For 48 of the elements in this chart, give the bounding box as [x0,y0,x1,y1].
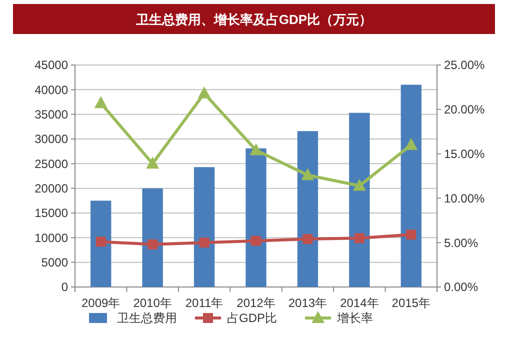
legend-label: 增长率 [336,311,373,326]
y-tick-label: 10000 [34,230,68,245]
point [199,238,210,248]
y-tick-label: 30000 [34,132,68,146]
chart-title: 卫生总费用、增长率及占GDP比（万元） [134,12,372,27]
legend-label: 卫生总费用 [117,311,177,326]
point [302,234,313,244]
point [352,178,366,191]
bar [400,84,422,287]
x-tick-label: 2009年 [82,296,120,310]
y2-tick-label: 5.00% [444,236,478,250]
point [404,138,418,150]
point [94,96,108,108]
x-tick-label: 2010年 [133,296,172,310]
x-tick-label: 2014年 [340,296,379,310]
x-tick-label: 2015年 [392,296,430,310]
bar [349,112,370,287]
y-tick-label: 20000 [34,182,68,196]
bar [142,188,163,287]
legend-label: 占GDP比 [227,311,278,326]
bar [90,200,112,287]
y-tick-label: 15000 [34,206,68,220]
point [198,86,211,98]
y-tick-label: 25000 [34,156,68,171]
y-tick-label: 35000 [34,108,68,122]
y2-tick-label: 0.00% [444,280,478,294]
bar [194,167,215,287]
point [301,168,314,180]
x-tick-label: 2012年 [236,296,276,310]
point [96,236,106,247]
y2-tick-label: 10.00% [444,191,486,206]
point [251,236,261,246]
point [406,230,416,240]
point [146,156,160,169]
x-tick-label: 2011年 [185,296,224,310]
point [250,143,262,156]
y2-tick-label: 25.00% [444,58,486,72]
y-tick-label: 5000 [41,256,68,270]
x-tick-label: 2013年 [288,296,328,310]
point [354,233,364,244]
y-tick-label: 45000 [34,58,68,72]
y2-tick-label: 15.00% [444,147,486,161]
point [148,239,158,250]
bar [297,131,318,287]
bar [246,148,266,287]
y-tick-label: 0 [61,280,68,294]
y-tick-label: 40000 [34,82,68,97]
y2-tick-label: 20.00% [444,102,486,117]
